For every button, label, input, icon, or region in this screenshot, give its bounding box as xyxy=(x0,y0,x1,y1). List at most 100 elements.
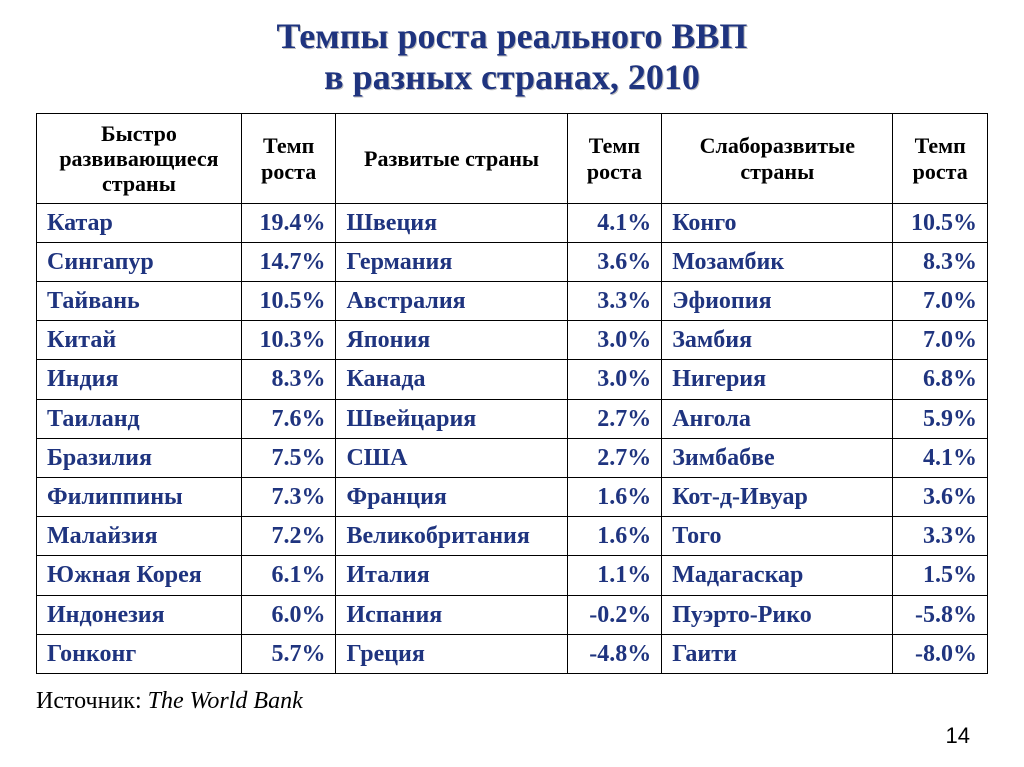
table-row: Таиланд7.6%Швейцария2.7%Ангола5.9% xyxy=(37,399,988,438)
table-row: Индонезия6.0%Испания-0.2%Пуэрто-Рико-5.8… xyxy=(37,595,988,634)
country-cell: Тайвань xyxy=(37,282,242,321)
country-cell: Замбия xyxy=(662,321,893,360)
country-cell: Индия xyxy=(37,360,242,399)
growth-rate-cell: 2.7% xyxy=(567,399,662,438)
gdp-growth-table: Быстро развивающиеся страны Темп роста Р… xyxy=(36,113,988,674)
country-cell: Пуэрто-Рико xyxy=(662,595,893,634)
country-cell: Того xyxy=(662,517,893,556)
growth-rate-cell: -0.2% xyxy=(567,595,662,634)
country-cell: Филиппины xyxy=(37,477,242,516)
country-cell: Гаити xyxy=(662,634,893,673)
country-cell: Катар xyxy=(37,203,242,242)
growth-rate-cell: 7.3% xyxy=(241,477,336,516)
country-cell: Южная Корея xyxy=(37,556,242,595)
growth-rate-cell: 3.0% xyxy=(567,321,662,360)
country-cell: Кот-д-Ивуар xyxy=(662,477,893,516)
growth-rate-cell: 3.6% xyxy=(893,477,988,516)
growth-rate-cell: -5.8% xyxy=(893,595,988,634)
header-rate-2: Темп роста xyxy=(567,113,662,203)
table-row: Китай10.3%Япония3.0%Замбия7.0% xyxy=(37,321,988,360)
country-cell: Китай xyxy=(37,321,242,360)
title-line-2: в разных странах, 2010 xyxy=(324,57,700,97)
growth-rate-cell: 1.6% xyxy=(567,517,662,556)
source-label: Источник: xyxy=(36,688,148,714)
country-cell: Япония xyxy=(336,321,567,360)
country-cell: Конго xyxy=(662,203,893,242)
growth-rate-cell: 4.1% xyxy=(893,438,988,477)
country-cell: Великобритания xyxy=(336,517,567,556)
header-fast-developing: Быстро развивающиеся страны xyxy=(37,113,242,203)
header-underdeveloped: Слаборазвитые страны xyxy=(662,113,893,203)
country-cell: Греция xyxy=(336,634,567,673)
growth-rate-cell: -8.0% xyxy=(893,634,988,673)
table-header-row: Быстро развивающиеся страны Темп роста Р… xyxy=(37,113,988,203)
country-cell: Сингапур xyxy=(37,242,242,281)
growth-rate-cell: 10.5% xyxy=(241,282,336,321)
table-row: Филиппины7.3%Франция1.6%Кот-д-Ивуар3.6% xyxy=(37,477,988,516)
table-row: Катар19.4%Швеция4.1%Конго10.5% xyxy=(37,203,988,242)
growth-rate-cell: 7.6% xyxy=(241,399,336,438)
country-cell: Мозамбик xyxy=(662,242,893,281)
country-cell: Гонконг xyxy=(37,634,242,673)
table-row: Бразилия7.5%США2.7%Зимбабве4.1% xyxy=(37,438,988,477)
growth-rate-cell: 2.7% xyxy=(567,438,662,477)
table-body: Катар19.4%Швеция4.1%Конго10.5%Сингапур14… xyxy=(37,203,988,673)
growth-rate-cell: 7.5% xyxy=(241,438,336,477)
title-line-1: Темпы роста реального ВВП xyxy=(277,16,748,56)
growth-rate-cell: 3.3% xyxy=(893,517,988,556)
source-line: Источник: The World Bank xyxy=(36,688,988,715)
growth-rate-cell: 3.3% xyxy=(567,282,662,321)
country-cell: Зимбабве xyxy=(662,438,893,477)
country-cell: Германия xyxy=(336,242,567,281)
table-row: Индия8.3%Канада3.0%Нигерия6.8% xyxy=(37,360,988,399)
growth-rate-cell: 7.0% xyxy=(893,282,988,321)
table-row: Южная Корея6.1%Италия1.1%Мадагаскар1.5% xyxy=(37,556,988,595)
growth-rate-cell: 10.5% xyxy=(893,203,988,242)
growth-rate-cell: 6.0% xyxy=(241,595,336,634)
growth-rate-cell: 7.0% xyxy=(893,321,988,360)
header-developed: Развитые страны xyxy=(336,113,567,203)
country-cell: Испания xyxy=(336,595,567,634)
growth-rate-cell: 4.1% xyxy=(567,203,662,242)
country-cell: Бразилия xyxy=(37,438,242,477)
growth-rate-cell: 7.2% xyxy=(241,517,336,556)
table-row: Сингапур14.7%Германия3.6%Мозамбик8.3% xyxy=(37,242,988,281)
growth-rate-cell: 6.1% xyxy=(241,556,336,595)
growth-rate-cell: 1.6% xyxy=(567,477,662,516)
table-row: Малайзия7.2%Великобритания1.6%Того3.3% xyxy=(37,517,988,556)
country-cell: США xyxy=(336,438,567,477)
growth-rate-cell: 1.5% xyxy=(893,556,988,595)
growth-rate-cell: 8.3% xyxy=(893,242,988,281)
country-cell: Италия xyxy=(336,556,567,595)
country-cell: Малайзия xyxy=(37,517,242,556)
table-row: Тайвань10.5%Австралия3.3%Эфиопия7.0% xyxy=(37,282,988,321)
country-cell: Швейцария xyxy=(336,399,567,438)
growth-rate-cell: 1.1% xyxy=(567,556,662,595)
growth-rate-cell: 6.8% xyxy=(893,360,988,399)
country-cell: Канада xyxy=(336,360,567,399)
source-value: The World Bank xyxy=(148,688,303,714)
country-cell: Эфиопия xyxy=(662,282,893,321)
growth-rate-cell: 5.9% xyxy=(893,399,988,438)
growth-rate-cell: 19.4% xyxy=(241,203,336,242)
country-cell: Индонезия xyxy=(37,595,242,634)
table-row: Гонконг5.7%Греция-4.8%Гаити-8.0% xyxy=(37,634,988,673)
growth-rate-cell: 8.3% xyxy=(241,360,336,399)
country-cell: Швеция xyxy=(336,203,567,242)
growth-rate-cell: 10.3% xyxy=(241,321,336,360)
page-number: 14 xyxy=(946,723,970,749)
growth-rate-cell: 3.6% xyxy=(567,242,662,281)
growth-rate-cell: -4.8% xyxy=(567,634,662,673)
country-cell: Таиланд xyxy=(37,399,242,438)
country-cell: Франция xyxy=(336,477,567,516)
growth-rate-cell: 5.7% xyxy=(241,634,336,673)
growth-rate-cell: 14.7% xyxy=(241,242,336,281)
country-cell: Мадагаскар xyxy=(662,556,893,595)
header-rate-3: Темп роста xyxy=(893,113,988,203)
growth-rate-cell: 3.0% xyxy=(567,360,662,399)
country-cell: Нигерия xyxy=(662,360,893,399)
country-cell: Ангола xyxy=(662,399,893,438)
country-cell: Австралия xyxy=(336,282,567,321)
header-rate-1: Темп роста xyxy=(241,113,336,203)
slide-title: Темпы роста реального ВВП в разных стран… xyxy=(36,16,988,99)
